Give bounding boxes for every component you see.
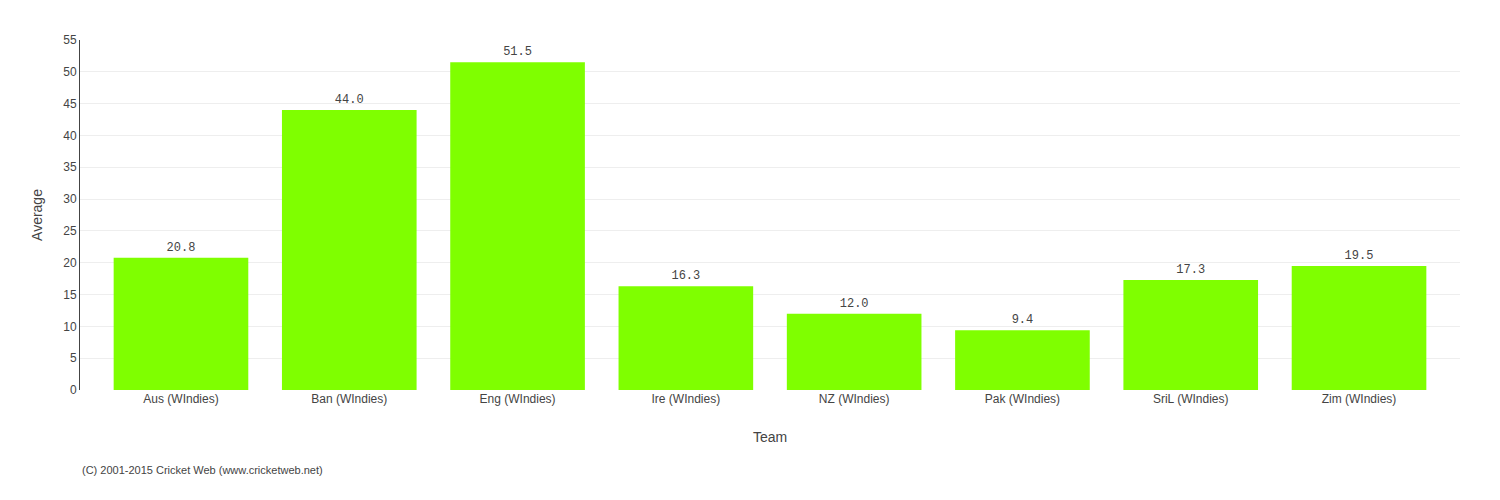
svg-text:Ire (WIndies): Ire (WIndies) <box>652 392 721 406</box>
svg-text:5: 5 <box>70 351 77 365</box>
svg-text:Zim (WIndies): Zim (WIndies) <box>1322 392 1397 406</box>
svg-text:50: 50 <box>63 65 77 79</box>
svg-text:20.8: 20.8 <box>167 241 196 255</box>
svg-text:25: 25 <box>63 224 77 238</box>
svg-text:9.4: 9.4 <box>1012 313 1034 327</box>
svg-text:Average: Average <box>29 189 45 241</box>
svg-text:44.0: 44.0 <box>335 93 364 107</box>
svg-text:40: 40 <box>63 129 77 143</box>
svg-text:SriL (WIndies): SriL (WIndies) <box>1153 392 1229 406</box>
svg-text:20: 20 <box>63 256 77 270</box>
svg-text:17.3: 17.3 <box>1176 263 1205 277</box>
svg-text:Eng (WIndies): Eng (WIndies) <box>480 392 556 406</box>
svg-text:(C) 2001-2015 Cricket Web (www: (C) 2001-2015 Cricket Web (www.cricketwe… <box>82 464 323 476</box>
svg-text:30: 30 <box>63 192 77 206</box>
svg-text:12.0: 12.0 <box>840 297 869 311</box>
svg-text:10: 10 <box>63 320 77 334</box>
svg-text:Team: Team <box>753 429 787 445</box>
svg-text:0: 0 <box>70 383 77 397</box>
svg-text:Ban (WIndies): Ban (WIndies) <box>311 392 387 406</box>
svg-text:15: 15 <box>63 288 77 302</box>
svg-text:NZ (WIndies): NZ (WIndies) <box>819 392 890 406</box>
svg-text:51.5: 51.5 <box>503 45 532 59</box>
svg-text:Aus (WIndies): Aus (WIndies) <box>143 392 218 406</box>
svg-text:55: 55 <box>63 33 77 47</box>
svg-text:Pak (WIndies): Pak (WIndies) <box>985 392 1060 406</box>
svg-text:16.3: 16.3 <box>671 269 700 283</box>
svg-text:45: 45 <box>63 97 77 111</box>
svg-text:19.5: 19.5 <box>1345 249 1374 263</box>
svg-text:35: 35 <box>63 160 77 174</box>
